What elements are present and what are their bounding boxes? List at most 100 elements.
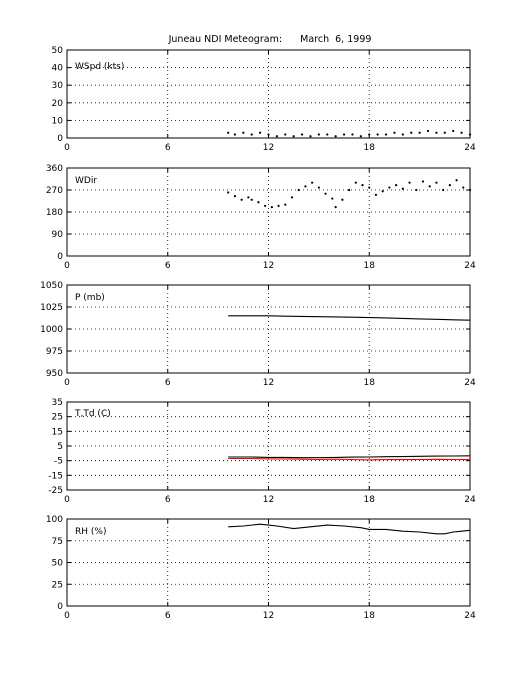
wspd-point: [259, 131, 262, 134]
figure-title: Juneau NDI Meteogram: March 6, 1999: [168, 34, 372, 45]
x-tick-label: 24: [464, 261, 476, 271]
x-tick-label: 0: [64, 261, 70, 271]
x-tick-label: 18: [364, 495, 376, 505]
panel-label: WDir: [75, 176, 97, 186]
wdir-point: [331, 197, 334, 200]
x-tick-label: 0: [64, 611, 70, 621]
panel-label: WSpd (kts): [75, 62, 124, 72]
x-tick-label: 24: [464, 378, 476, 388]
wdir-point: [401, 187, 404, 190]
wspd-point: [351, 133, 354, 136]
wspd-point: [426, 129, 430, 133]
wdir-point: [361, 184, 364, 187]
y-tick-label: 50: [52, 46, 64, 56]
x-tick-label: 12: [263, 261, 274, 271]
wspd-point: [468, 133, 472, 136]
wspd-point: [275, 135, 278, 138]
wspd-point: [317, 133, 320, 136]
y-tick-label: 270: [46, 186, 63, 196]
y-tick-label: 0: [57, 252, 63, 262]
wdir-point: [284, 203, 287, 206]
wdir-point: [317, 186, 320, 189]
y-tick-label: 40: [52, 64, 64, 74]
wdir-point: [227, 191, 230, 194]
x-tick-label: 6: [165, 143, 171, 153]
wspd-point: [384, 133, 388, 136]
x-tick-label: 6: [165, 611, 171, 621]
wspd-point: [242, 131, 245, 134]
wdir-point: [368, 186, 371, 189]
wdir-point: [435, 181, 438, 184]
panel-1: 0 10 20 30 40 50 0 6 12 18 24 WSpd (kts): [52, 46, 476, 153]
wdir-point: [468, 188, 472, 192]
y-tick-label: 1025: [40, 303, 63, 313]
x-tick-label: 6: [165, 378, 171, 388]
x-tick-label: 24: [464, 143, 476, 153]
panel-3: 950 975 1000 1025 1050 0 6 12 18 24 P (mb): [40, 281, 476, 388]
x-tick-label: 12: [263, 611, 274, 621]
y-tick-label: 25: [52, 413, 63, 423]
x-tick-label: 12: [263, 495, 274, 505]
y-tick-label: -5: [54, 457, 63, 467]
panel-5: 0 25 50 75 100 0 6 12 18 24 RH (%): [46, 515, 476, 621]
wdir-point: [388, 186, 391, 189]
y-tick-label: -25: [48, 486, 63, 496]
wdir-point: [247, 196, 250, 199]
panel-label: T,Td (C): [74, 409, 111, 419]
panel-label: RH (%): [75, 527, 106, 537]
y-tick-label: 0: [57, 602, 63, 612]
wdir-point: [395, 184, 398, 187]
x-tick-label: 18: [364, 378, 376, 388]
wspd-point: [292, 135, 295, 138]
y-tick-label: 20: [52, 99, 64, 109]
x-tick-label: 24: [464, 495, 476, 505]
wspd-point: [460, 131, 463, 134]
wdir-point: [408, 181, 411, 184]
y-tick-label: 950: [46, 369, 63, 379]
wdir-point: [304, 185, 307, 188]
wdir-point: [448, 184, 451, 187]
wdir-point: [341, 198, 344, 201]
x-tick-label: 0: [64, 378, 70, 388]
wspd-point: [309, 135, 312, 138]
wdir-point: [381, 190, 384, 193]
y-tick-label: -15: [48, 471, 63, 481]
wspd-point: [393, 131, 396, 134]
wspd-point: [233, 133, 237, 136]
wspd-point: [334, 135, 337, 138]
wspd-point: [326, 133, 329, 136]
wdir-point: [270, 206, 273, 209]
pressure-line: [228, 315, 471, 321]
wdir-point: [455, 179, 458, 182]
y-tick-label: 360: [46, 164, 63, 174]
y-tick-label: 25: [52, 580, 63, 590]
wdir-point: [324, 192, 327, 195]
y-tick-label: 180: [46, 208, 63, 218]
y-tick-label: 5: [57, 442, 63, 452]
x-tick-label: 24: [464, 611, 476, 621]
x-tick-label: 18: [364, 261, 376, 271]
wspd-point: [227, 131, 230, 134]
wdir-point: [290, 196, 294, 199]
y-tick-label: 975: [46, 347, 63, 357]
wspd-point: [443, 131, 446, 134]
wdir-point: [264, 204, 267, 207]
wdir-point: [250, 198, 253, 201]
wspd-point: [410, 131, 413, 134]
wdir-point: [277, 204, 280, 207]
y-tick-label: 0: [57, 134, 63, 144]
wspd-point: [452, 129, 455, 133]
wdir-point: [240, 198, 243, 201]
wspd-point: [418, 131, 421, 134]
wdir-point: [462, 186, 465, 189]
wdir-point: [233, 195, 237, 198]
wdir-point: [257, 201, 260, 204]
wdir-point: [311, 181, 314, 184]
dewpoint-line: [228, 457, 471, 461]
x-tick-label: 18: [364, 611, 376, 621]
wdir-point: [354, 181, 357, 184]
y-tick-label: 35: [52, 398, 63, 408]
wspd-point: [267, 133, 270, 136]
